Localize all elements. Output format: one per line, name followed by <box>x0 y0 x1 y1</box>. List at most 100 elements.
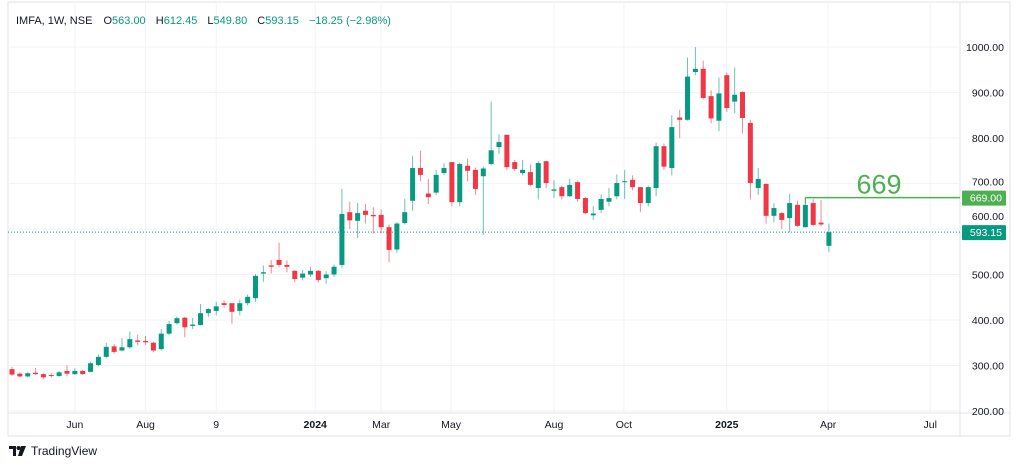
candle-down[interactable] <box>64 370 70 374</box>
candle-down[interactable] <box>708 96 714 119</box>
candle-up[interactable] <box>802 204 808 228</box>
candle-up[interactable] <box>339 213 345 265</box>
candle-up[interactable] <box>410 168 416 201</box>
candle-up[interactable] <box>355 213 361 221</box>
candle-up[interactable] <box>716 93 722 121</box>
candle-up[interactable] <box>692 68 698 73</box>
candle-up[interactable] <box>166 324 172 334</box>
candle-up[interactable] <box>174 318 180 324</box>
candle-up[interactable] <box>488 150 494 164</box>
candle-down[interactable] <box>40 374 46 378</box>
candle-down[interactable] <box>9 369 15 375</box>
candle-up[interactable] <box>253 275 259 299</box>
candle-down[interactable] <box>747 122 753 184</box>
candle-down[interactable] <box>559 187 565 197</box>
candle-up[interactable] <box>394 223 400 250</box>
candle-down[interactable] <box>425 193 431 198</box>
candle-down[interactable] <box>284 264 290 267</box>
candle-up[interactable] <box>402 212 408 224</box>
candle-down[interactable] <box>417 168 423 175</box>
candle-down[interactable] <box>229 303 235 312</box>
candle-up[interactable] <box>25 373 31 377</box>
candle-down[interactable] <box>48 375 54 377</box>
candle-up[interactable] <box>103 346 109 357</box>
candle-down[interactable] <box>17 373 23 377</box>
candle-up[interactable] <box>551 189 557 191</box>
candle-down[interactable] <box>661 146 667 167</box>
candle-down[interactable] <box>810 203 816 225</box>
candle-up[interactable] <box>213 306 219 311</box>
candle-down[interactable] <box>150 342 156 351</box>
candle-down[interactable] <box>630 179 636 188</box>
candle-down[interactable] <box>795 204 800 226</box>
candle-down[interactable] <box>512 162 518 169</box>
level-annotation-text[interactable]: 669 <box>856 170 901 200</box>
candle-up[interactable] <box>732 94 738 102</box>
tradingview-brand[interactable]: TradingView <box>9 444 97 458</box>
candle-up[interactable] <box>567 184 573 197</box>
candle-down[interactable] <box>378 214 384 228</box>
candle-up[interactable] <box>245 296 251 304</box>
candle-up[interactable] <box>190 324 196 326</box>
candle-up[interactable] <box>457 163 463 203</box>
candle-down[interactable] <box>370 214 376 217</box>
candle-down[interactable] <box>268 265 274 267</box>
candle-down[interactable] <box>221 303 227 305</box>
candle-down[interactable] <box>504 134 510 168</box>
candle-down[interactable] <box>182 317 188 328</box>
candle-up[interactable] <box>300 273 306 278</box>
candle-down[interactable] <box>779 213 785 220</box>
candle-up[interactable] <box>331 266 337 275</box>
candle-up[interactable] <box>307 270 313 275</box>
candle-up[interactable] <box>127 339 133 348</box>
candle-down[interactable] <box>763 183 769 216</box>
candle-down[interactable] <box>135 340 141 342</box>
candle-up[interactable] <box>88 363 94 372</box>
candle-up[interactable] <box>496 142 502 148</box>
candle-up[interactable] <box>787 203 793 219</box>
candle-up[interactable] <box>323 274 329 279</box>
candle-down[interactable] <box>543 161 549 184</box>
candle-down[interactable] <box>143 340 149 343</box>
candle-up[interactable] <box>119 347 125 351</box>
candle-up[interactable] <box>685 76 691 120</box>
candle-down[interactable] <box>292 270 298 280</box>
candle-down[interactable] <box>347 212 353 221</box>
candle-down[interactable] <box>700 68 706 98</box>
candle-up[interactable] <box>653 146 659 189</box>
candle-up[interactable] <box>614 183 620 197</box>
candle-up[interactable] <box>535 163 541 189</box>
candle-down[interactable] <box>465 165 471 171</box>
candle-up[interactable] <box>598 198 604 210</box>
candle-down[interactable] <box>582 198 588 214</box>
candle-up[interactable] <box>771 208 777 216</box>
candle-up[interactable] <box>72 370 78 375</box>
candle-up[interactable] <box>590 213 596 216</box>
candle-down[interactable] <box>724 75 730 108</box>
candle-up[interactable] <box>520 169 526 174</box>
candle-up[interactable] <box>158 333 164 350</box>
candle-up[interactable] <box>826 232 832 246</box>
candle-up[interactable] <box>95 356 101 366</box>
candle-down[interactable] <box>111 346 117 352</box>
candle-up[interactable] <box>622 181 628 183</box>
candle-down[interactable] <box>818 222 824 225</box>
candle-down[interactable] <box>637 187 643 204</box>
candle-down[interactable] <box>362 210 368 215</box>
candle-down[interactable] <box>527 172 533 185</box>
candle-down[interactable] <box>740 92 746 118</box>
candle-down[interactable] <box>33 372 39 375</box>
candle-up[interactable] <box>606 198 612 202</box>
candle-down[interactable] <box>276 259 282 265</box>
candle-up[interactable] <box>260 272 266 274</box>
candle-down[interactable] <box>315 270 321 280</box>
candle-down[interactable] <box>80 370 86 375</box>
candle-down[interactable] <box>472 169 478 189</box>
candle-up[interactable] <box>205 309 211 314</box>
candle-up[interactable] <box>669 127 675 169</box>
candle-up[interactable] <box>56 372 62 376</box>
candle-up[interactable] <box>645 187 651 204</box>
candle-up[interactable] <box>433 174 439 193</box>
candle-up[interactable] <box>237 303 243 311</box>
